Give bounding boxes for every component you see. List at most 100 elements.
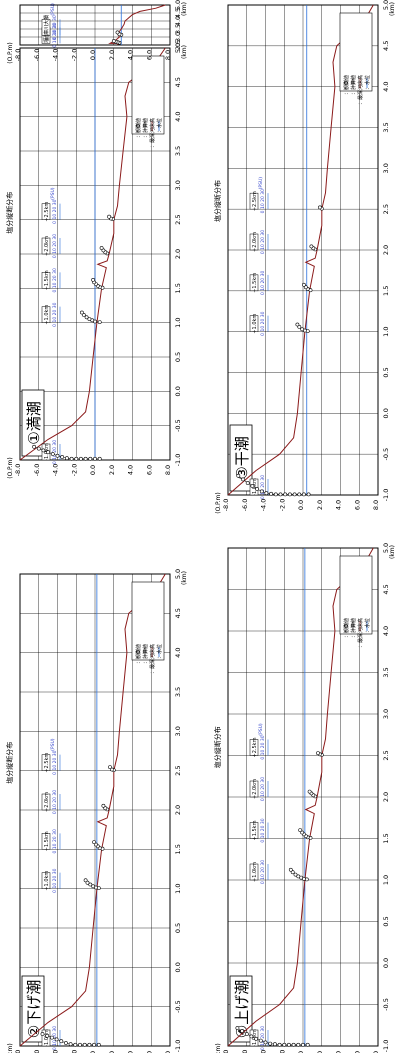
x-tick-label: 2.0 [174,805,182,815]
legend-entry: ：観測値 [343,618,350,638]
x-tick-label: 1.5 [382,833,390,843]
salinity-scale-label: 0 10 20 30 [52,268,58,292]
observed-point [92,1042,97,1047]
legend-entry: ：最深河床高 [149,644,156,674]
station-label-box [41,203,51,220]
salinity-scale-label: 0 10 20 30 [52,199,58,223]
station-label: -1.0km [252,478,258,496]
station-label: +2.5km [252,191,258,211]
station-label-box [41,443,51,461]
observed-point [99,246,104,250]
observed-point [101,803,106,808]
observed-point [236,473,241,478]
y-tick-label: -2.0 [70,49,78,62]
observed-point [301,492,306,497]
y-tick-label: 6.0 [353,500,361,510]
observed-point [300,327,305,332]
station-label: +1.5km [44,831,50,851]
observed-point [307,789,312,794]
observed-point [73,1042,78,1047]
observed-point [286,1042,291,1047]
x-axis-label: (km) [181,571,188,585]
y-tick-label: -4.0 [52,1050,60,1053]
y-tick-label: 0.0 [89,1051,97,1053]
observed-point [316,751,320,756]
legend-symbol-observed [343,623,349,629]
observed-point [290,870,295,875]
observed-point [305,1042,310,1047]
y-tick-label: 4.0 [127,50,135,60]
y-tick-label: 2.0 [108,50,116,60]
x-tick-label: 5.0 [174,0,182,10]
station-label: +1.0km [252,314,258,334]
observed-point [40,1032,45,1036]
salinity-scale-label: 0 10 20 30 [260,230,266,254]
observed-point [301,1042,305,1047]
x-tick-label: 0.0 [174,962,182,972]
x-tick-label: 2.0 [382,792,390,802]
x-tick-label: 0.5 [174,923,182,933]
x-tick-label: 1.0 [382,326,390,336]
salinity-scale-label: 0 10 20 30 [260,1026,266,1050]
chart-panel-3: 8.0 6.0 4.0 2.0 0.0 -2.0 -4.0 -6.0 -8.0 -1.0 -0.5 0… [5,569,188,1053]
observed-point [295,322,300,327]
psu-label: (PSU) [50,187,56,200]
observed-point [250,484,255,488]
y-tick-label: 0.0 [89,465,97,475]
observed-point [288,867,293,872]
x-tick-label: 4.5 [382,584,390,594]
legend-entry: ：最深河床高 [149,118,156,148]
y-tick-label: -8.0 [222,499,230,512]
x-tick-label: 4.0 [174,111,182,121]
station-label: +1.5km [44,270,50,290]
observed-point [255,487,260,491]
x-tick-label: 0.5 [382,916,390,926]
observed-point [59,1039,64,1044]
observed-point [272,1042,277,1047]
station-label: 武庫川大橋 [43,15,50,40]
y-tick-label: 6.0 [145,50,153,60]
observed-point [103,806,108,811]
psu-label: (PSU) [50,3,56,16]
observed-point [87,317,92,322]
x-tick-label: 4.0 [382,81,390,91]
y-tick-label: 2.0 [316,500,324,510]
station-label: +2.5km [44,202,50,222]
legend-entry: ：計算値 [350,75,357,95]
station-label-box [41,1029,51,1047]
x-tick-label: 0.0 [382,408,390,418]
y-tick-label: -4.0 [260,1050,268,1053]
psu-label: (PSU) [258,723,264,736]
observed-point [96,1042,101,1047]
riverbed-line [19,47,166,461]
observed-point [64,1041,68,1045]
observed-point [301,282,306,287]
observed-point [268,1041,273,1046]
observed-point [74,456,79,461]
observed-point [297,492,302,497]
y-tick-label: -6.0 [241,499,249,512]
y-tick-label: 6.0 [145,465,153,475]
y-axis-label: (O.P.m) [7,1043,14,1053]
legend-entry: ：計算値 [350,618,357,638]
y-tick-label: 8.0 [164,50,172,60]
x-tick-label: 2.5 [382,750,390,760]
observed-point [55,453,60,458]
y-tick-label: 4.0 [335,500,343,510]
x-axis-label: (km) [181,2,188,16]
salinity-scale-label: 0 10 20 30 [260,475,266,499]
x-tick-label: 1.0 [174,317,182,327]
x-tick-label: 4.0 [174,16,182,26]
observed-point [79,456,83,461]
legend-symbol-observed [135,123,141,129]
panel-label: ③干潮 [233,436,251,479]
x-tick-label: 4.0 [174,647,182,657]
x-axis-label: (km) [181,45,188,59]
station-label-box [41,306,51,323]
x-tick-label: -0.5 [174,1000,182,1013]
x-tick-label: 2.5 [174,765,182,775]
y-tick-label: 0.0 [297,1051,305,1053]
observed-point [235,1026,240,1030]
observed-point [83,456,88,461]
y-tick-label: -2.0 [278,1050,286,1053]
